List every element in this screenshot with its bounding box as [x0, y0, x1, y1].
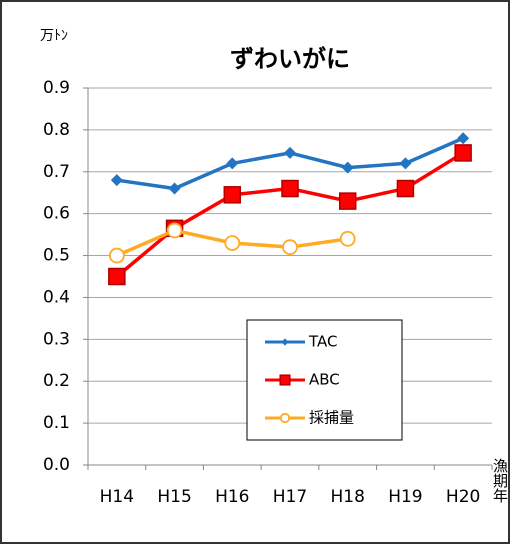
y-tick-label: 0.3 [43, 329, 70, 349]
marker [399, 157, 412, 170]
x-tick-label: H20 [446, 487, 480, 507]
legend-label: ABC [309, 371, 340, 389]
y-tick-label: 0.2 [43, 371, 70, 391]
marker [108, 247, 125, 264]
marker [108, 267, 126, 286]
marker [339, 230, 356, 247]
legend-label: 採捕量 [309, 409, 354, 427]
y-tick-label: 0.7 [43, 162, 70, 182]
y-tick-label: 0.4 [43, 287, 70, 307]
marker [168, 182, 181, 195]
marker [341, 161, 354, 174]
y-tick-label: 0.0 [43, 455, 70, 475]
y-axis-label: 万ﾄﾝ [40, 28, 68, 44]
x-tick-label: H16 [215, 487, 249, 507]
marker [282, 239, 298, 256]
x-tick-label: H18 [331, 487, 365, 507]
x-tick-label: H19 [388, 487, 422, 507]
marker [166, 222, 183, 239]
marker [110, 174, 123, 187]
marker [281, 338, 289, 346]
marker [284, 146, 296, 159]
y-tick-label: 0.5 [43, 246, 70, 266]
x-axis-label: 漁期年 [491, 458, 509, 503]
marker [457, 132, 470, 145]
y-tick-label: 0.8 [43, 120, 70, 140]
marker [279, 412, 291, 424]
y-tick-label: 0.1 [43, 413, 70, 433]
marker [338, 192, 357, 210]
marker [454, 144, 472, 162]
y-tick-label: 0.6 [43, 204, 70, 224]
y-tick-label: 0.9 [43, 78, 70, 98]
x-tick-label: H17 [273, 487, 307, 507]
x-tick-label: H15 [157, 487, 191, 507]
marker [396, 179, 415, 198]
x-tick-label: H14 [100, 487, 134, 507]
marker [224, 235, 241, 251]
marker [281, 179, 299, 198]
legend-label: TAC [308, 333, 337, 351]
marker [223, 186, 242, 204]
chart-title: ずわいがに [230, 45, 350, 73]
marker [226, 157, 239, 170]
marker [279, 374, 291, 386]
